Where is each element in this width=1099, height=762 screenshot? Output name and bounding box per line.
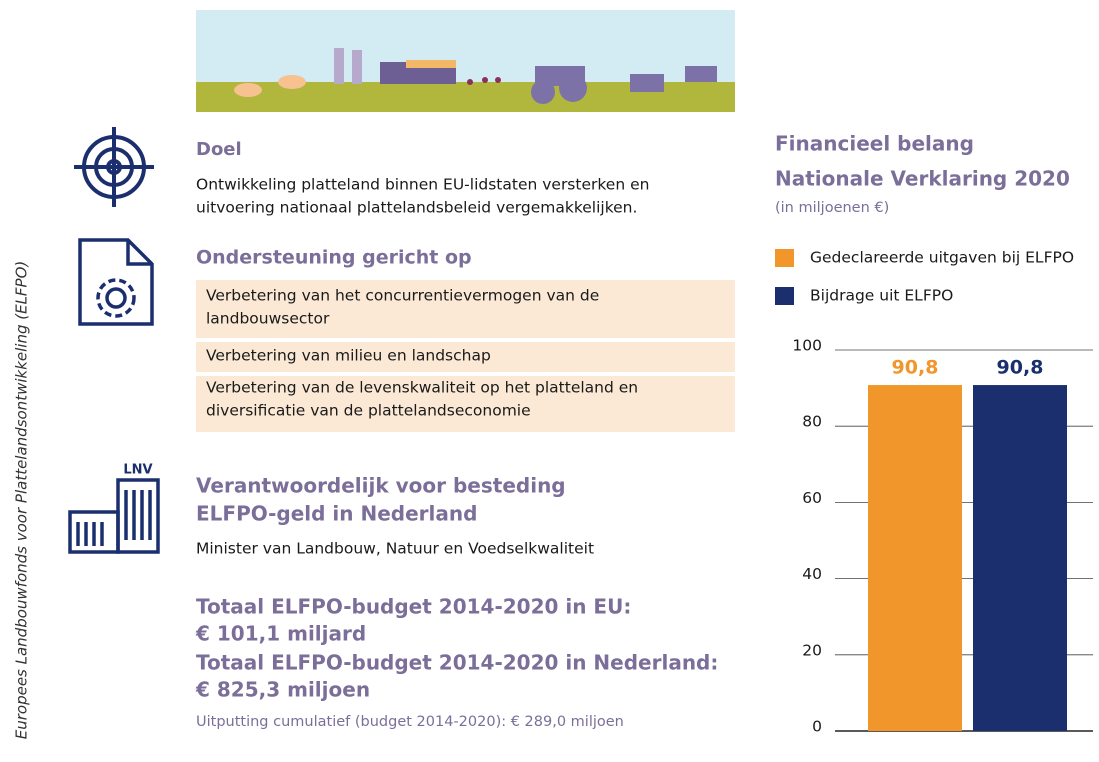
building-icon — [68, 478, 160, 554]
document-icon — [78, 238, 154, 326]
side-label: Europees Landbouwfonds voor Plattelandso… — [13, 261, 31, 740]
chart-title: Financieel belang — [775, 132, 974, 156]
budget-line: € 825,3 miljoen — [195, 678, 370, 702]
legend-label: Gedeclareerde uitgaven bij ELFPO — [810, 249, 1074, 267]
y-tick-label: 0 — [812, 718, 822, 736]
bar — [868, 385, 962, 731]
y-tick-label: 20 — [802, 641, 822, 659]
value-label: 90,8 — [892, 357, 939, 379]
responsible-title: ELFPO-geld in Nederland — [196, 502, 477, 526]
icon-label: LNV — [123, 463, 152, 478]
legend-swatch — [775, 249, 794, 267]
legend-swatch — [775, 287, 794, 305]
responsible-title: Verantwoordelijk voor besteding — [196, 474, 566, 498]
support-row — [196, 280, 735, 338]
budget-note: Uitputting cumulatief (budget 2014-2020)… — [196, 714, 624, 730]
y-tick-label: 40 — [802, 565, 822, 583]
y-tick-label: 60 — [802, 489, 822, 507]
target-icon — [74, 127, 154, 207]
illustration — [196, 10, 735, 112]
support-row — [196, 342, 735, 372]
support-item: Verbetering van milieu en landschap — [206, 347, 491, 365]
support-item: landbouwsector — [206, 310, 330, 328]
chart-subtitle: (in miljoenen €) — [775, 200, 889, 216]
responsible-text: Minister van Landbouw, Natuur en Voedsel… — [196, 540, 594, 558]
budget-line: Totaal ELFPO-budget 2014-2020 in EU: — [196, 595, 631, 619]
goal-text: uitvoering nationaal plattelandsbeleid v… — [196, 199, 637, 217]
budget-line: Totaal ELFPO-budget 2014-2020 in Nederla… — [196, 651, 718, 675]
support-title: Ondersteuning gericht op — [196, 247, 472, 269]
support-item: diversificatie van de plattelandseconomi… — [206, 402, 531, 420]
goal-text: Ontwikkeling platteland binnen EU-lidsta… — [196, 176, 649, 194]
legend-label: Bijdrage uit ELFPO — [810, 287, 953, 305]
y-tick-label: 80 — [802, 413, 822, 431]
support-item: Verbetering van de levenskwaliteit op he… — [206, 379, 638, 397]
budget-line: € 101,1 miljard — [195, 622, 366, 646]
support-item: Verbetering van het concurrentievermogen… — [206, 287, 599, 305]
chart-title: Nationale Verklaring 2020 — [775, 167, 1070, 191]
bar — [973, 385, 1067, 731]
y-tick-label: 100 — [792, 337, 822, 355]
value-label: 90,8 — [997, 357, 1044, 379]
goal-title: Doel — [196, 139, 242, 160]
support-row — [196, 376, 735, 432]
